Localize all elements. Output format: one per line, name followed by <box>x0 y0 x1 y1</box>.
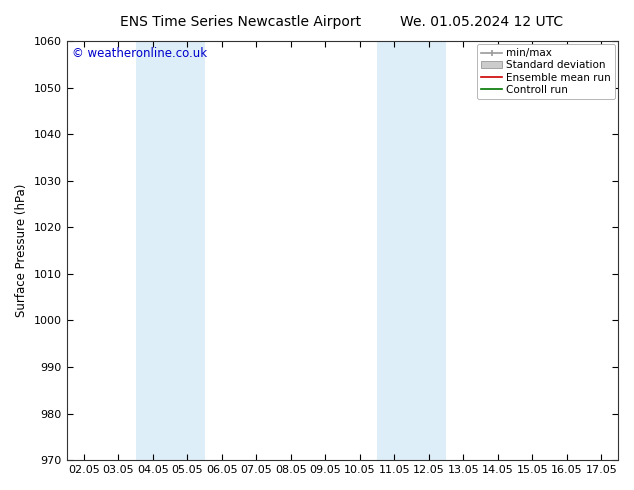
Text: ENS Time Series Newcastle Airport: ENS Time Series Newcastle Airport <box>120 15 361 29</box>
Bar <box>136 41 170 460</box>
Bar <box>411 41 446 460</box>
Y-axis label: Surface Pressure (hPa): Surface Pressure (hPa) <box>15 184 28 318</box>
Text: © weatheronline.co.uk: © weatheronline.co.uk <box>72 48 207 60</box>
Text: We. 01.05.2024 12 UTC: We. 01.05.2024 12 UTC <box>400 15 564 29</box>
Bar <box>170 41 205 460</box>
Bar <box>377 41 411 460</box>
Legend: min/max, Standard deviation, Ensemble mean run, Controll run: min/max, Standard deviation, Ensemble me… <box>477 44 616 99</box>
